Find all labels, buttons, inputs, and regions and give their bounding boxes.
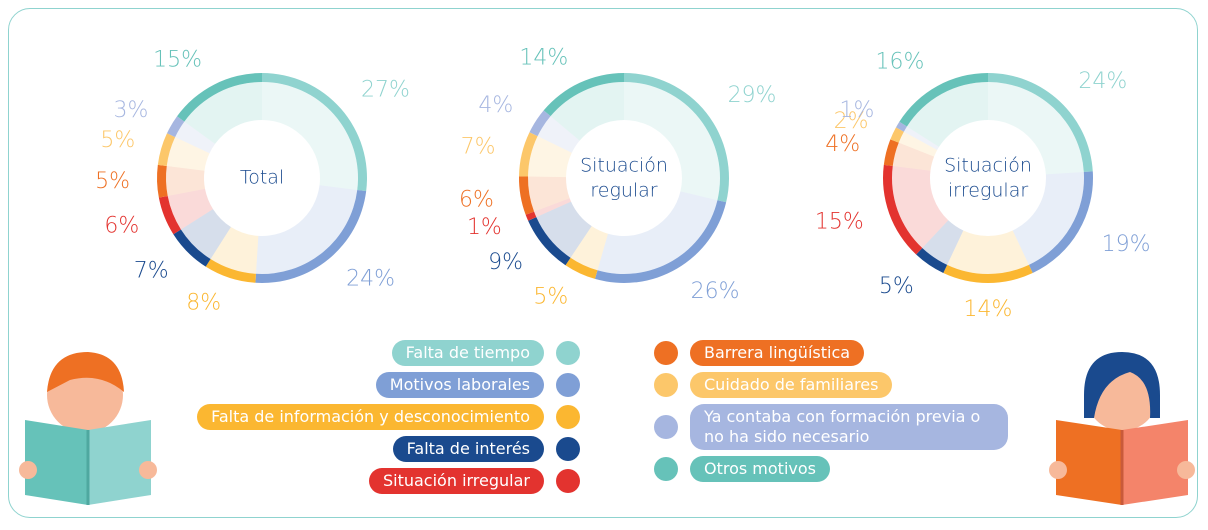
legend-item: Barrera lingüística: [654, 340, 864, 366]
value-label: 5%: [879, 274, 914, 299]
value-label: 9%: [488, 250, 523, 275]
legend-item: Falta de información y desconocimiento: [197, 404, 580, 430]
chart-title: Situación regular: [569, 153, 679, 202]
legend-label: Falta de interés: [393, 436, 544, 462]
value-label: 5%: [95, 169, 130, 194]
charts: 27%24%8%7%6%5%5%3%15%29%26%5%9%1%6%7%4%1…: [0, 0, 1208, 530]
legend-label: Barrera lingüística: [690, 340, 864, 366]
legend-swatch: [556, 469, 580, 493]
legend-item: Falta de interés: [393, 436, 580, 462]
value-label: 24%: [346, 267, 395, 292]
legend-left: Falta de tiempo Motivos laborales Falta de…: [197, 340, 580, 500]
value-label: 3%: [113, 98, 148, 123]
legend-label: Situación irregular: [369, 468, 544, 494]
value-label: 27%: [361, 78, 410, 103]
legend-item: Ya contaba con formación previa o no ha …: [654, 404, 1008, 450]
infographic: 27%24%8%7%6%5%5%3%15%29%26%5%9%1%6%7%4%1…: [0, 0, 1208, 530]
chart-title: Situación irregular: [933, 153, 1043, 202]
value-label: 24%: [1078, 69, 1127, 94]
value-label: 19%: [1102, 232, 1151, 257]
reader-left: [19, 352, 157, 505]
legend-swatch: [556, 373, 580, 397]
legend-swatch: [654, 341, 678, 365]
legend-item: Cuidado de familiares: [654, 372, 892, 398]
legend-item: Otros motivos: [654, 456, 830, 482]
value-label: 14%: [519, 45, 568, 70]
value-label: 15%: [815, 210, 864, 235]
value-label: 15%: [153, 47, 202, 72]
reader-right: [1049, 352, 1195, 505]
value-label: 1%: [839, 98, 874, 123]
chart-title: Total: [207, 166, 317, 191]
legend-label: Ya contaba con formación previa o no ha …: [690, 404, 1008, 450]
value-label: 4%: [478, 93, 513, 118]
value-label: 4%: [825, 132, 860, 157]
legend-swatch: [654, 415, 678, 439]
legend-swatch: [654, 457, 678, 481]
legend-right: Barrera lingüística Cuidado de familiares…: [654, 340, 1008, 488]
value-label: 29%: [728, 83, 777, 108]
legend-item: Motivos laborales: [376, 372, 580, 398]
value-label: 16%: [876, 49, 925, 74]
legend-label: Otros motivos: [690, 456, 830, 482]
value-label: 1%: [467, 215, 502, 240]
legend-swatch: [556, 341, 580, 365]
legend-label: Falta de información y desconocimiento: [197, 404, 544, 430]
legend-label: Falta de tiempo: [392, 340, 544, 366]
value-label: 14%: [964, 297, 1013, 322]
value-label: 6%: [459, 187, 494, 212]
value-label: 5%: [533, 285, 568, 310]
value-label: 7%: [134, 258, 169, 283]
legend-item: Falta de tiempo: [392, 340, 580, 366]
legend-item: Situación irregular: [369, 468, 580, 494]
legend-swatch: [654, 373, 678, 397]
value-label: 26%: [691, 279, 740, 304]
value-label: 6%: [104, 214, 139, 239]
value-label: 5%: [100, 128, 135, 153]
legend-swatch: [556, 437, 580, 461]
legend-label: Cuidado de familiares: [690, 372, 892, 398]
legend-swatch: [556, 405, 580, 429]
legend-label: Motivos laborales: [376, 372, 544, 398]
value-label: 8%: [186, 291, 221, 316]
value-label: 7%: [461, 134, 496, 159]
